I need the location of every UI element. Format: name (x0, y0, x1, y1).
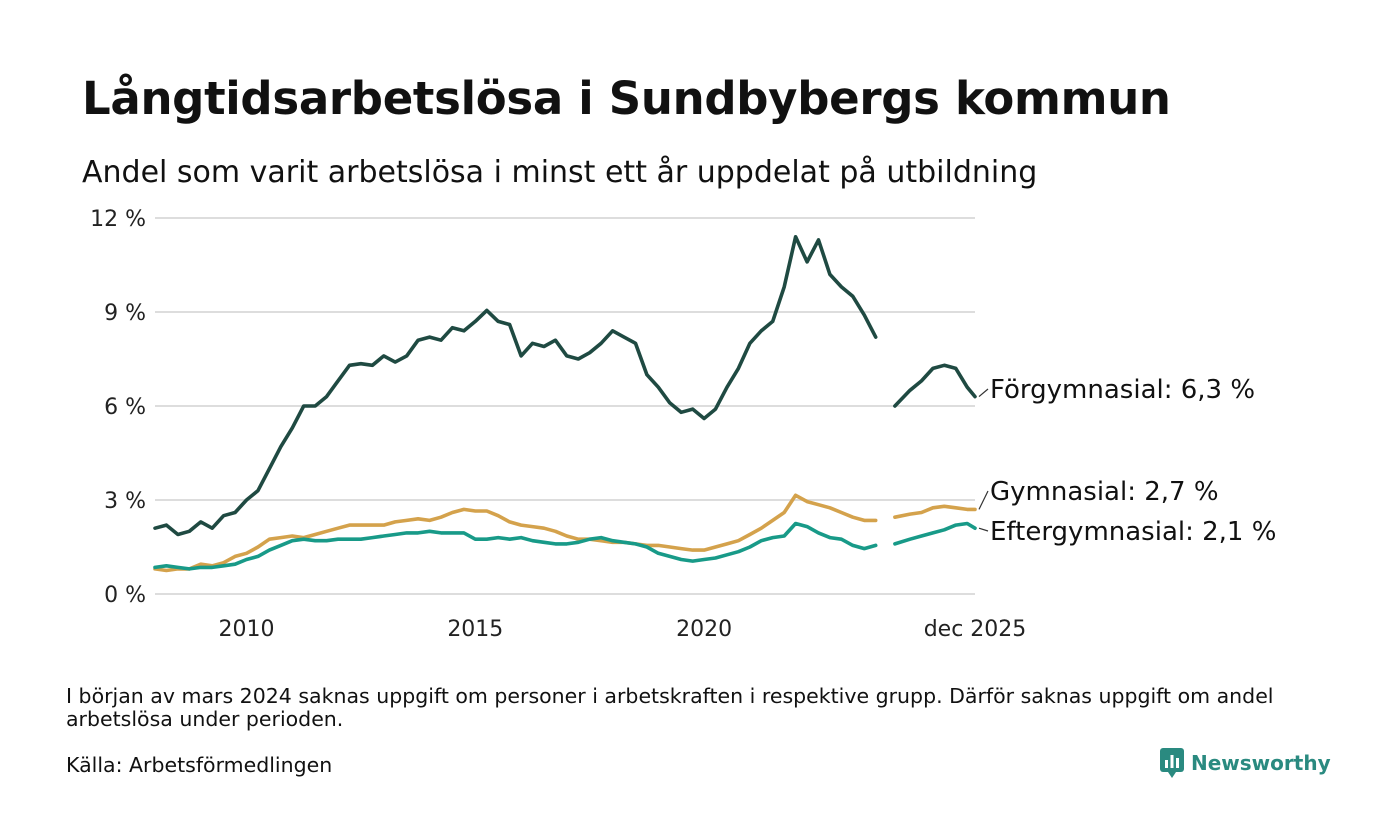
label-leader-line (978, 490, 989, 510)
gridlines (155, 217, 975, 595)
series-lines (153, 235, 977, 573)
chart-title: Långtidsarbetslösa i Sundbybergs kommun (82, 72, 1171, 125)
y-tick-label: 12 % (90, 207, 146, 232)
series-line-gymnasial (153, 493, 878, 573)
y-tick-label: 3 % (104, 489, 146, 514)
y-tick-label: 0 % (104, 583, 146, 608)
series-line-eftergymnasial (893, 521, 977, 546)
chart-subtitle: Andel som varit arbetslösa i minst ett å… (82, 155, 1038, 190)
x-tick-label: dec 2025 (924, 617, 1027, 642)
x-tick-label: 2010 (219, 617, 275, 642)
series-line-förgymnasial (153, 235, 878, 537)
series-line-eftergymnasial (153, 521, 878, 571)
series-end-label-förgymnasial: Förgymnasial: 6,3 % (990, 375, 1255, 405)
label-leader-line (978, 388, 989, 398)
brand-name: Newsworthy (1191, 751, 1331, 775)
x-tick-label: 2015 (447, 617, 503, 642)
x-tick-label: 2020 (676, 617, 732, 642)
source-text: Källa: Arbetsförmedlingen (66, 753, 333, 777)
label-leader-line (978, 527, 989, 532)
series-line-förgymnasial (893, 363, 977, 408)
series-end-label-gymnasial: Gymnasial: 2,7 % (990, 477, 1219, 507)
newsworthy-logo: Newsworthy (1160, 748, 1331, 778)
newsworthy-logo-icon (1160, 748, 1184, 778)
y-tick-label: 6 % (104, 395, 146, 420)
y-axis: 0 % 3 % 6 % 9 % 12 % (90, 207, 146, 608)
y-tick-label: 9 % (104, 301, 146, 326)
series-end-label-eftergymnasial: Eftergymnasial: 2,1 % (990, 517, 1276, 547)
x-axis: 2010 2015 2020 dec 2025 (219, 617, 1027, 642)
footnote: I början av mars 2024 saknas uppgift om … (66, 684, 1274, 731)
series-line-gymnasial (893, 504, 977, 519)
series-end-labels: Förgymnasial: 6,3 % Gymnasial: 2,7 % Efter… (978, 375, 1276, 547)
